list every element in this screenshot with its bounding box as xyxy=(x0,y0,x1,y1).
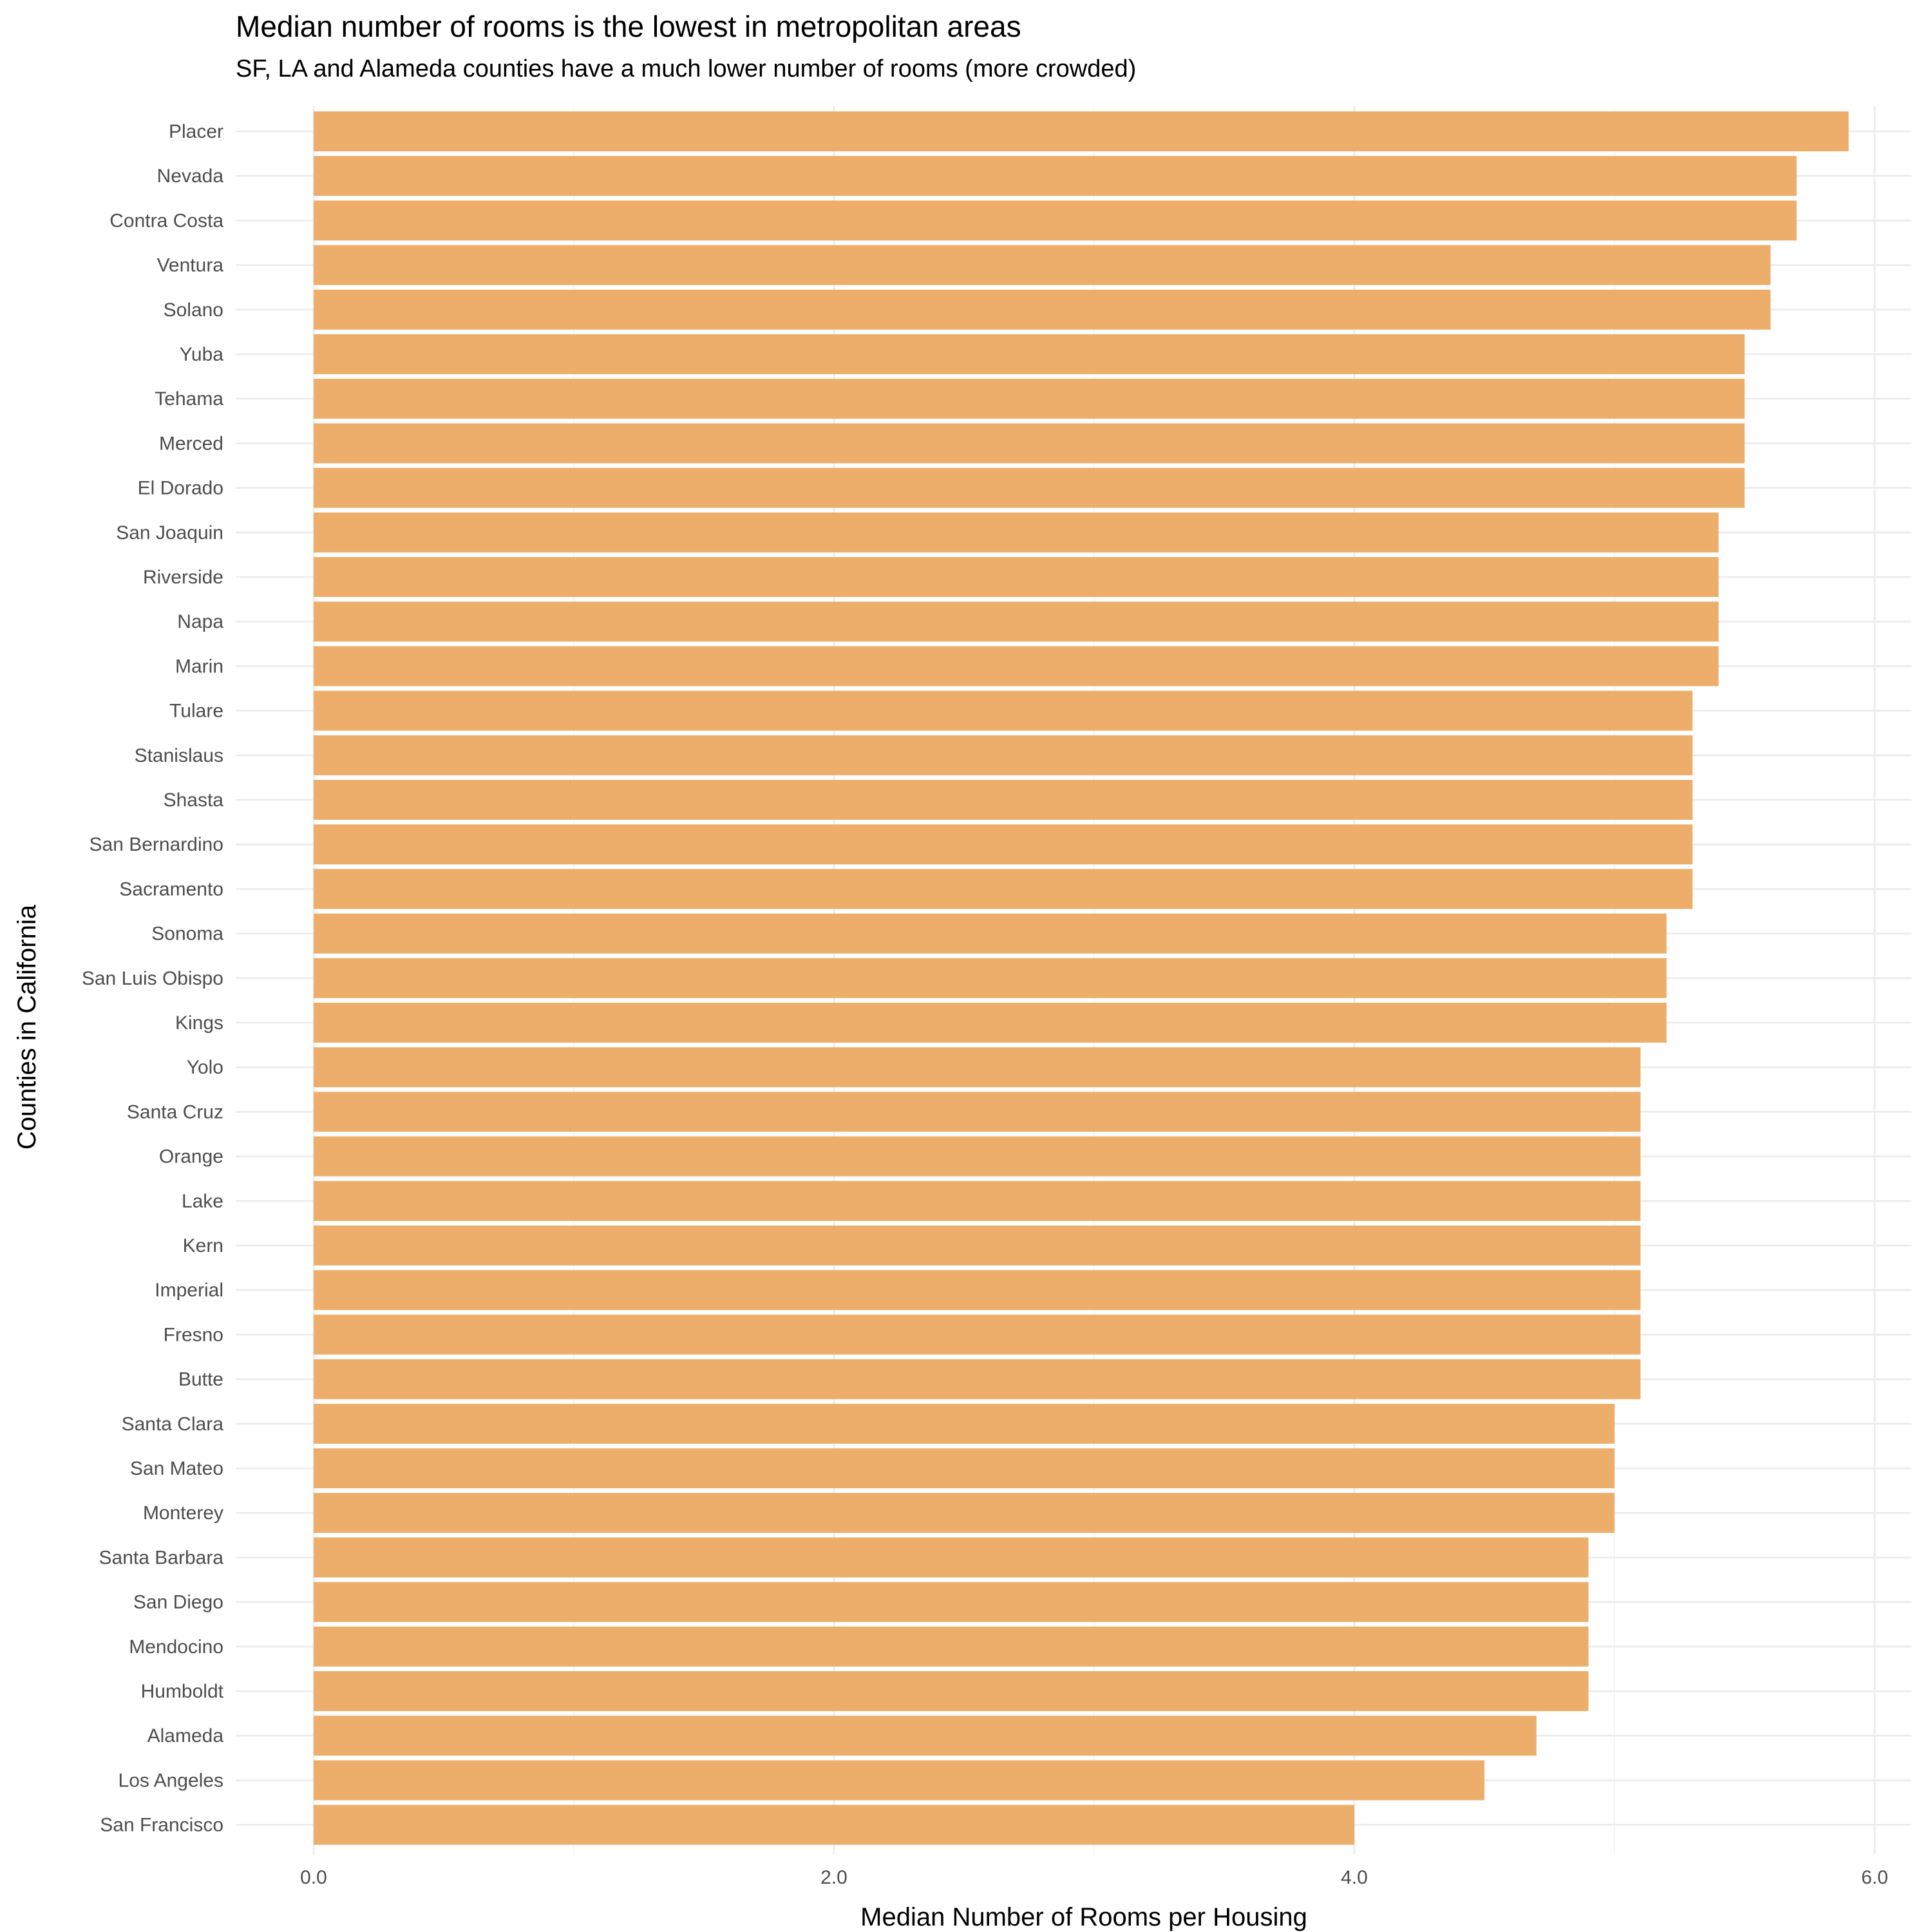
y-tick-label: Kern xyxy=(183,1235,223,1256)
y-tick-label: Contra Costa xyxy=(109,210,223,231)
bar xyxy=(314,1314,1641,1355)
y-tick-label: Tulare xyxy=(169,701,223,722)
y-tick-label: Imperial xyxy=(155,1280,223,1301)
x-tick-label: 6.0 xyxy=(1861,1867,1888,1888)
y-tick-label: Marin xyxy=(175,656,223,677)
y-tick-label: Sonoma xyxy=(151,923,223,945)
bar xyxy=(314,824,1693,865)
bar xyxy=(314,958,1667,998)
y-tick-label: Riverside xyxy=(143,567,223,588)
bar xyxy=(314,1493,1615,1533)
bar xyxy=(314,468,1745,508)
y-tick-label: Alameda xyxy=(147,1725,224,1747)
y-tick-label: Yolo xyxy=(187,1057,223,1078)
y-tick-label: Ventura xyxy=(157,255,224,276)
chart-subtitle: SF, LA and Alameda counties have a much … xyxy=(236,55,1137,82)
bar xyxy=(314,245,1771,285)
y-tick-label: San Luis Obispo xyxy=(82,968,223,989)
y-tick-label: Placer xyxy=(169,121,223,142)
bar xyxy=(314,1537,1589,1578)
x-tick-labels: 0.0 2.0 4.0 6.0 xyxy=(300,1867,1888,1888)
bar xyxy=(314,646,1719,687)
y-tick-label: Santa Cruz xyxy=(127,1101,223,1122)
bar xyxy=(314,379,1745,419)
x-tick-label: 2.0 xyxy=(820,1867,848,1888)
y-tick-label: Tehama xyxy=(155,388,223,410)
y-tick-label: Orange xyxy=(159,1146,223,1168)
y-tick-label: Yuba xyxy=(180,344,224,365)
bar xyxy=(314,1671,1589,1711)
y-tick-label: Stanislaus xyxy=(135,745,223,766)
bar xyxy=(314,913,1667,954)
y-tick-label: Lake xyxy=(182,1191,223,1212)
y-tick-label: Humboldt xyxy=(141,1681,224,1702)
chart-title: Median number of rooms is the lowest in … xyxy=(236,10,1021,43)
y-tick-label: Fresno xyxy=(164,1324,223,1345)
x-axis-title: Median Number of Rooms per Housing xyxy=(860,1903,1307,1931)
bar xyxy=(314,601,1719,642)
y-tick-label: San Bernardino xyxy=(90,834,223,855)
bar xyxy=(314,1226,1641,1265)
bar xyxy=(314,1270,1641,1311)
bar xyxy=(314,1403,1615,1444)
bar xyxy=(314,1180,1641,1221)
bar xyxy=(314,1760,1484,1801)
bar xyxy=(314,735,1693,775)
bar xyxy=(314,1092,1641,1132)
y-tick-label: Solano xyxy=(164,299,223,321)
bar xyxy=(314,156,1797,196)
x-tick-label: 0.0 xyxy=(300,1867,327,1888)
y-tick-label: San Diego xyxy=(133,1592,223,1613)
y-tick-label: San Francisco xyxy=(100,1815,223,1836)
y-tick-label: Napa xyxy=(177,611,223,632)
bar xyxy=(314,334,1745,374)
y-tick-label: Kings xyxy=(175,1012,223,1034)
y-tick-label: Shasta xyxy=(164,790,224,811)
y-tick-label: Merced xyxy=(159,433,223,454)
bar xyxy=(314,289,1771,330)
bar xyxy=(314,1716,1537,1756)
bar xyxy=(314,1626,1589,1667)
x-tick-label: 4.0 xyxy=(1341,1867,1368,1888)
bar xyxy=(314,1136,1641,1177)
y-tick-label: El Dorado xyxy=(138,478,223,499)
bar xyxy=(314,512,1719,553)
bar xyxy=(314,557,1719,597)
y-tick-labels: Placer Nevada Contra Costa Ventura Solano Yub… xyxy=(82,121,224,1836)
y-tick-label: San Joaquin xyxy=(116,522,223,544)
bar xyxy=(314,423,1745,464)
y-tick-label: Butte xyxy=(178,1369,223,1390)
y-tick-label: Los Angeles xyxy=(118,1770,223,1791)
bar xyxy=(314,1448,1615,1488)
bar xyxy=(314,1047,1641,1088)
bar xyxy=(314,111,1849,151)
y-tick-label: Sacramento xyxy=(119,878,223,900)
y-tick-label: Santa Barbara xyxy=(99,1547,224,1568)
bar xyxy=(314,1804,1354,1845)
y-tick-label: San Mateo xyxy=(130,1458,223,1479)
bars xyxy=(314,111,1849,1845)
bar xyxy=(314,1582,1589,1622)
bar xyxy=(314,690,1693,731)
y-axis-title: Counties in California xyxy=(13,904,41,1150)
y-tick-label: Nevada xyxy=(157,166,224,187)
bar xyxy=(314,200,1797,241)
bar xyxy=(314,1359,1641,1399)
bar xyxy=(314,869,1693,909)
bar xyxy=(314,1003,1667,1043)
y-tick-label: Mendocino xyxy=(129,1636,223,1658)
y-tick-label: Santa Clara xyxy=(122,1414,224,1435)
bar xyxy=(314,780,1693,820)
y-tick-label: Monterey xyxy=(143,1502,223,1524)
